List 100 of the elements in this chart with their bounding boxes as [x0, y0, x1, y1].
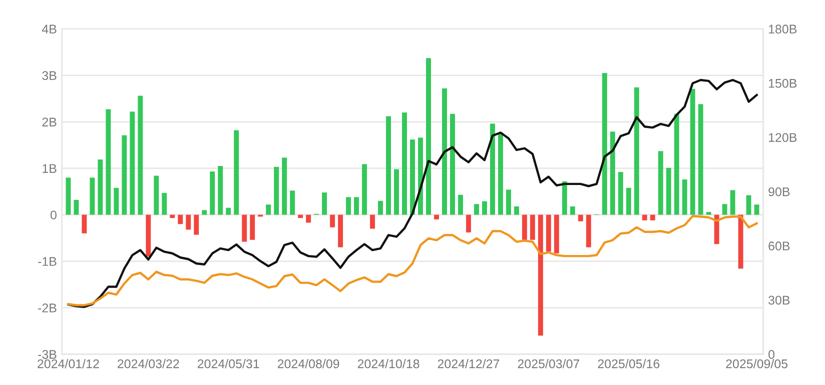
bar: [154, 176, 159, 215]
bar: [530, 214, 536, 240]
bar: [106, 109, 111, 215]
bar: [466, 214, 472, 232]
bar: [386, 116, 391, 215]
line-series: [67, 215, 758, 306]
bar: [354, 197, 359, 215]
bar: [418, 138, 423, 215]
x-tick-label: 2025/05/16: [598, 359, 660, 368]
bar: [554, 214, 560, 254]
bar: [490, 124, 496, 215]
bar: [474, 204, 480, 215]
bar: [410, 139, 415, 215]
bar: [450, 114, 456, 215]
x-tick-label: 2024/05/31: [198, 359, 260, 368]
bar: [234, 130, 239, 215]
bar: [282, 158, 287, 215]
bar: [162, 192, 167, 215]
y-tick-label: 3B: [42, 71, 56, 80]
bar: [330, 214, 335, 228]
y-tick-label: -2B: [38, 304, 56, 312]
bar: [306, 214, 311, 223]
bar: [66, 178, 71, 215]
bar: [498, 132, 504, 215]
bar: [562, 181, 568, 215]
bar: [346, 197, 351, 215]
y2-tick-label: 60B: [768, 242, 790, 250]
bar: [274, 166, 279, 215]
bar: [634, 87, 640, 215]
bar: [642, 214, 648, 220]
x-tick-label: 2024/08/09: [278, 359, 340, 368]
bar: [602, 73, 608, 215]
bar: [138, 96, 143, 215]
bar: [298, 214, 303, 218]
bar: [226, 208, 231, 215]
bar: [74, 200, 79, 215]
bar: [746, 195, 752, 215]
bar: [242, 214, 247, 242]
bar: [586, 214, 592, 248]
bar: [722, 204, 728, 215]
y2-tick-label: 90B: [768, 187, 790, 196]
bar: [186, 214, 191, 230]
bar: [402, 112, 407, 215]
bar: [90, 178, 95, 215]
bar: [322, 192, 327, 215]
x-tick-label: 2024/10/18: [358, 359, 420, 368]
y-tick-label: 0: [50, 210, 57, 220]
bar: [626, 188, 632, 215]
bar: [658, 151, 664, 215]
bar: [714, 214, 720, 244]
line-series: [67, 78, 758, 308]
bar: [250, 214, 255, 240]
bar: [514, 206, 520, 215]
bar: [98, 159, 103, 215]
y2-tick-label: 30B: [768, 296, 790, 305]
y2-tick-label: 180B: [768, 24, 797, 34]
bar: [674, 114, 680, 215]
bar: [394, 169, 399, 215]
y2-tick-label: 120B: [768, 133, 797, 142]
bar: [362, 164, 367, 215]
bar: [546, 214, 552, 252]
x-tick-label: 2024/03/22: [118, 359, 179, 368]
x-tick-label: 2025/03/07: [518, 359, 580, 368]
y-tick-label: 1B: [42, 164, 56, 173]
bar: [434, 214, 439, 220]
bar: [378, 200, 383, 215]
bar: [122, 135, 127, 215]
bar: [690, 88, 696, 215]
bar: [618, 172, 624, 215]
bar: [666, 168, 672, 215]
bar: [738, 214, 744, 269]
bar: [82, 214, 87, 234]
y2-tick-label: 150B: [768, 78, 797, 88]
y-tick-label: 2B: [42, 118, 56, 126]
bar: [482, 201, 488, 215]
y-tick-label: -3B: [38, 350, 56, 359]
bar: [202, 210, 207, 215]
x-tick-label: 2025/09/05: [726, 359, 788, 368]
bar: [114, 188, 119, 215]
bar: [570, 206, 576, 215]
bar: [170, 214, 175, 218]
bar: [194, 214, 199, 235]
y-tick-label: -1B: [38, 257, 56, 266]
bar: [130, 112, 135, 215]
bar: [698, 104, 704, 215]
bar: [218, 166, 223, 215]
bar: [338, 214, 343, 248]
x-tick-label: 2024/01/12: [38, 359, 99, 368]
bar: [210, 172, 215, 215]
y-tick-label: 4B: [42, 24, 56, 34]
bar: [426, 58, 431, 215]
bar: [754, 204, 760, 215]
x-tick-label: 2024/12/27: [438, 359, 500, 368]
bar: [458, 194, 464, 215]
bar: [730, 190, 736, 215]
bar: [706, 212, 712, 215]
bar: [682, 179, 688, 215]
bar: [578, 214, 584, 222]
bar: [266, 204, 271, 215]
bar: [290, 190, 295, 215]
